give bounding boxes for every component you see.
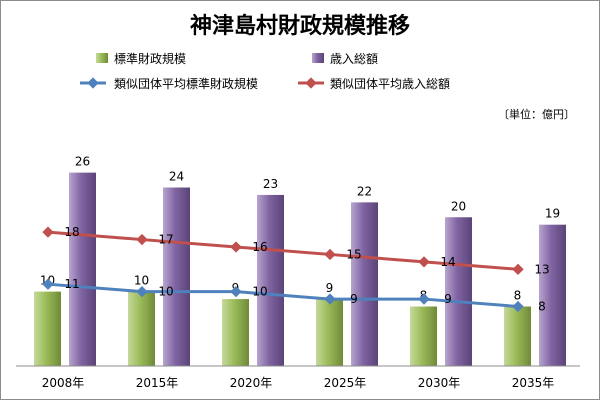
legend: 標準財政規模 歳入総額 類似団体平均標準財政規模 類似団体平均歳入総額: [80, 51, 450, 91]
data-label-revenue: 20: [451, 199, 466, 213]
line-marker: [42, 226, 54, 238]
bar-standard: [316, 299, 343, 366]
line-data-label: 9: [350, 292, 358, 306]
line-marker: [136, 233, 148, 246]
legend-label-similar-revenue: 類似団体平均歳入総額: [330, 77, 450, 91]
chart-title: 神津島村財政規模推移: [190, 13, 410, 39]
data-label-revenue: 19: [545, 207, 560, 221]
line-similar-revenue: [47, 230, 519, 271]
line-similar-standard: [47, 282, 519, 308]
x-tick-label: 2035年: [512, 376, 555, 390]
legend-swatch-standard: [96, 53, 108, 63]
data-label-revenue: 22: [357, 184, 372, 198]
bar-standard: [34, 291, 61, 366]
bar-revenue: [163, 187, 190, 366]
line-data-label: 16: [252, 240, 267, 254]
x-tick-label: 2030年: [418, 376, 461, 390]
line-data-label: 9: [444, 292, 452, 306]
legend-label-similar-standard: 類似団体平均標準財政規模: [114, 76, 258, 91]
legend-label-standard: 標準財政規模: [114, 51, 186, 66]
legend-swatch-revenue: [312, 53, 324, 63]
x-tick-label: 2015年: [136, 376, 179, 390]
bar-standard: [222, 299, 249, 366]
bar-revenue: [351, 202, 378, 366]
x-tick-label: 2025年: [324, 376, 367, 390]
line-data-label: 17: [158, 233, 173, 247]
data-label-standard: 10: [134, 274, 149, 288]
line-marker: [512, 263, 524, 275]
line-data-label: 10: [158, 285, 173, 299]
bar-revenue: [539, 224, 566, 366]
line-data-label: 13: [534, 262, 549, 276]
line-data-label: 8: [538, 300, 546, 314]
data-label-revenue: 23: [263, 177, 278, 191]
line-marker: [324, 293, 336, 305]
bar-standard: [410, 306, 437, 366]
plot-area: 10 26 2008年 10 24 2015年 9 23 2020年 9 22 2025年 8 20 203…: [16, 155, 580, 390]
line-marker: [512, 300, 524, 313]
legend-marker-similar-standard: [87, 77, 99, 89]
line-marker: [324, 248, 336, 261]
x-tick-label: 2008年: [42, 376, 85, 390]
line-data-label: 14: [440, 255, 455, 269]
line-marker: [230, 285, 242, 298]
legend-label-revenue: 歳入総額: [330, 52, 378, 66]
line-marker: [42, 278, 54, 290]
bar-standard: [504, 306, 531, 366]
line-marker: [418, 293, 430, 305]
line-data-label: 11: [64, 277, 79, 291]
bar-revenue: [69, 172, 96, 366]
data-label-standard: 9: [326, 281, 334, 295]
bar-standard: [128, 291, 155, 366]
line-marker: [230, 241, 242, 253]
x-tick-label: 2020年: [230, 376, 273, 390]
bar-revenue: [445, 217, 472, 366]
unit-note: 〔単位：億円〕: [498, 107, 575, 121]
data-label-standard: 8: [514, 289, 522, 303]
line-data-label: 10: [252, 285, 267, 299]
line-marker: [136, 285, 148, 298]
legend-marker-similar-revenue: [305, 77, 317, 89]
bar-revenue: [257, 194, 284, 366]
data-label-revenue: 24: [169, 170, 184, 184]
line-data-label: 15: [346, 247, 361, 261]
line-data-label: 18: [64, 225, 79, 239]
data-label-revenue: 26: [75, 155, 90, 169]
line-marker: [418, 256, 430, 268]
